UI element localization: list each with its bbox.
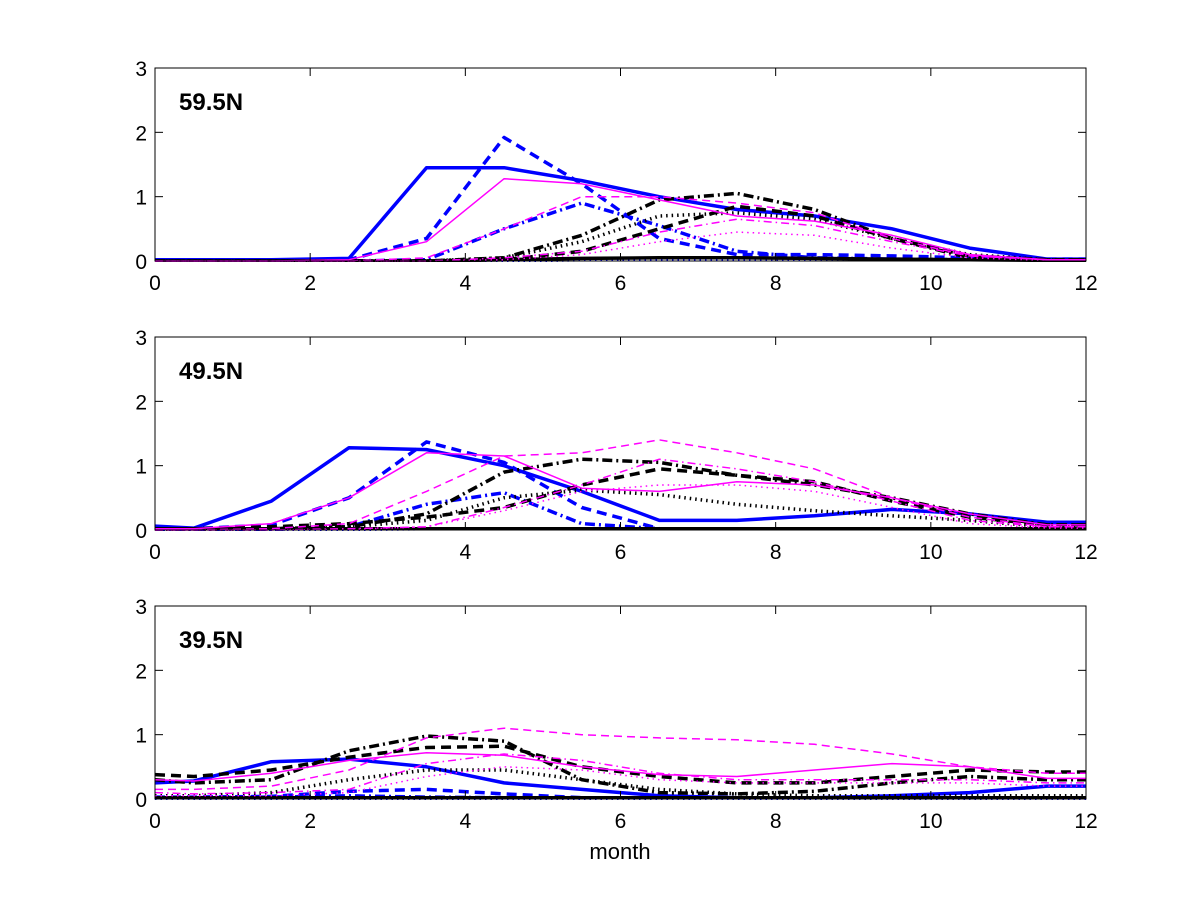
panel-title: 49.5N xyxy=(179,358,243,385)
x-tick-label: 6 xyxy=(615,810,627,833)
series-line-magenta-dashed xyxy=(155,439,1086,531)
y-tick-label: 3 xyxy=(135,58,147,81)
x-tick-label: 6 xyxy=(615,272,627,295)
x-tick-label: 4 xyxy=(459,810,471,833)
x-tick-label: 4 xyxy=(459,541,471,564)
series-line-blue-dashed xyxy=(155,440,1086,531)
x-tick-label: 12 xyxy=(1074,541,1097,564)
series-line-magenta-solid xyxy=(155,751,1086,782)
series-line-black-dotted xyxy=(155,768,1086,798)
y-tick-label: 2 xyxy=(135,391,147,414)
x-tick-label: 8 xyxy=(770,272,782,295)
y-tick-label: 0 xyxy=(135,520,147,543)
x-tick-label: 10 xyxy=(919,272,942,295)
panel-title: 39.5N xyxy=(179,627,243,654)
x-tick-label: 0 xyxy=(149,272,161,295)
series-line-black-dashdot xyxy=(155,457,1086,531)
x-tick-label: 10 xyxy=(919,810,942,833)
y-tick-label: 3 xyxy=(135,596,147,619)
y-tick-label: 2 xyxy=(135,660,147,683)
series-line-magenta-dashdot xyxy=(155,753,1086,795)
x-tick-label: 0 xyxy=(149,541,161,564)
x-tick-label: 6 xyxy=(615,541,627,564)
series-line-magenta-solid xyxy=(155,452,1086,530)
x-tick-label: 2 xyxy=(304,272,316,295)
x-tick-label: 8 xyxy=(770,541,782,564)
panel-title: 59.5N xyxy=(179,89,243,116)
x-tick-label: 2 xyxy=(304,810,316,833)
y-tick-label: 0 xyxy=(135,789,147,812)
x-tick-label: 4 xyxy=(459,272,471,295)
x-tick-label: 12 xyxy=(1074,810,1097,833)
x-tick-label: 8 xyxy=(770,810,782,833)
series-line-magenta-dotted xyxy=(155,484,1086,531)
x-tick-label: 12 xyxy=(1074,272,1097,295)
y-tick-label: 1 xyxy=(135,725,147,748)
x-tick-label: 2 xyxy=(304,541,316,564)
y-tick-label: 1 xyxy=(135,187,147,210)
x-axis-label: month xyxy=(589,839,650,864)
series-line-black-dashed xyxy=(155,744,1086,785)
y-tick-label: 0 xyxy=(135,251,147,274)
series-line-magenta-dashed xyxy=(155,727,1086,791)
y-tick-label: 1 xyxy=(135,456,147,479)
series-line-magenta-dotted xyxy=(155,766,1086,797)
x-tick-label: 0 xyxy=(149,810,161,833)
x-tick-label: 10 xyxy=(919,541,942,564)
series-line-black-dashed xyxy=(155,467,1086,531)
y-tick-label: 3 xyxy=(135,327,147,350)
y-tick-label: 2 xyxy=(135,122,147,145)
